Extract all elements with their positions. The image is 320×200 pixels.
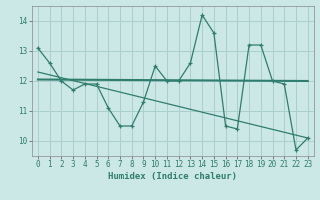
X-axis label: Humidex (Indice chaleur): Humidex (Indice chaleur) [108, 172, 237, 181]
